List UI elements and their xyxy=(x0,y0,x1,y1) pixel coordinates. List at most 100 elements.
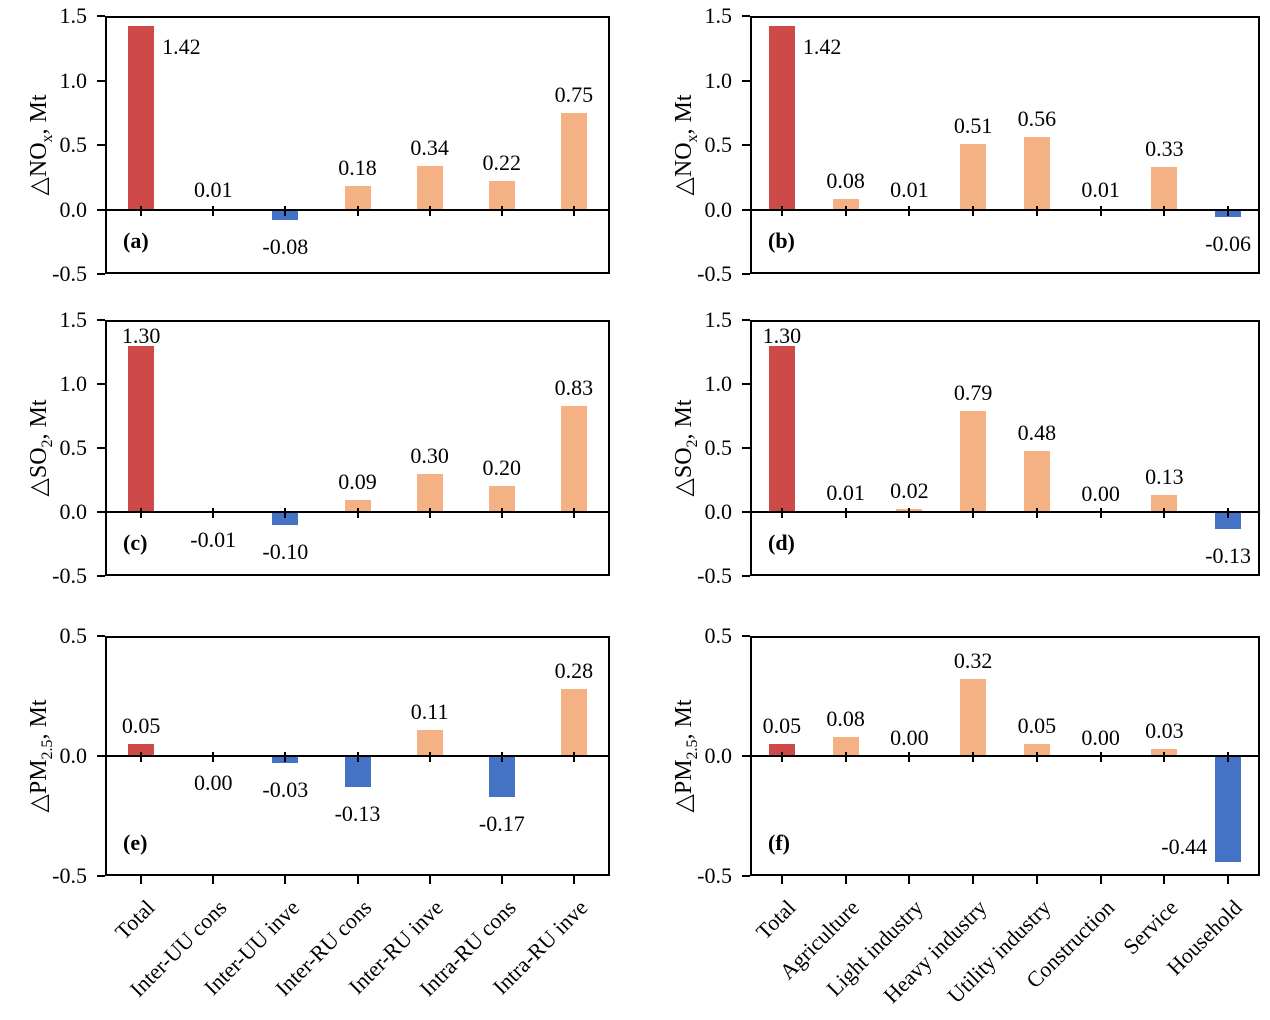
category-tick xyxy=(284,205,287,216)
panel-letter: (a) xyxy=(123,228,149,253)
bar-service xyxy=(1151,166,1178,210)
y-tick-label: 1.0 xyxy=(704,371,733,396)
x-axis-tick xyxy=(1227,876,1230,884)
bar-value-label: 0.05 xyxy=(121,713,161,738)
panel-letter: (e) xyxy=(123,830,148,855)
bar-value-label: 0.79 xyxy=(953,379,993,405)
bar-total xyxy=(128,744,155,756)
bar-inter-uu-inve xyxy=(272,512,299,525)
x-category-label: Total xyxy=(750,894,801,945)
bar-utility-industry xyxy=(1023,450,1050,512)
y-axis-tick xyxy=(97,635,105,637)
category-tick xyxy=(500,508,503,518)
category-tick xyxy=(1227,508,1230,518)
bar-total xyxy=(128,26,155,210)
bar-value-label: 0.83 xyxy=(554,374,594,400)
bar-intra-ru-cons xyxy=(488,486,515,512)
bar-utility-industry xyxy=(1023,137,1050,210)
y-axis-tick xyxy=(97,383,105,385)
category-tick xyxy=(908,752,911,762)
y-tick-label: 0.5 xyxy=(59,435,88,460)
bar-value-label: 0.13 xyxy=(1145,464,1184,490)
y-axis-title: △PM2.5, Mt xyxy=(670,596,701,916)
bar-value-label: -0.03 xyxy=(262,777,309,803)
y-axis-title-text: △SO xyxy=(671,447,697,497)
plot-box xyxy=(750,320,1260,576)
panel-letter: (c) xyxy=(123,530,148,555)
y-axis-tick xyxy=(97,273,105,275)
category-tick xyxy=(356,205,359,216)
y-axis-tick xyxy=(97,208,105,211)
bar-household xyxy=(1215,512,1242,529)
y-axis-tick xyxy=(97,755,105,757)
y-axis-title: △SO2, Mt xyxy=(670,288,701,608)
y-tick-label: 0.0 xyxy=(704,196,733,222)
y-tick-label: 0.0 xyxy=(704,743,733,768)
category-tick xyxy=(140,752,143,762)
x-axis-tick xyxy=(844,876,847,884)
y-axis-title-text: , Mt xyxy=(671,399,697,440)
bar-intra-ru-inve xyxy=(560,112,587,210)
y-axis-tick xyxy=(742,15,750,17)
bar-value-label: 0.08 xyxy=(826,705,865,731)
y-axis-tick xyxy=(97,319,105,321)
panel-letter: (b) xyxy=(768,228,795,253)
y-axis-title: △NOx, Mt xyxy=(25,0,56,305)
category-tick xyxy=(428,752,431,762)
bar-value-label: 0.08 xyxy=(826,168,865,194)
y-tick-label: 1.0 xyxy=(59,67,88,93)
y-axis-title-text: , Mt xyxy=(26,699,52,740)
bar-intra-ru-cons xyxy=(488,181,515,210)
y-axis-tick xyxy=(97,511,105,513)
y-axis-title-text: x xyxy=(683,134,701,143)
category-tick xyxy=(908,205,911,216)
category-tick xyxy=(1035,752,1038,762)
y-axis-tick xyxy=(742,755,750,757)
y-axis-tick xyxy=(97,875,105,877)
x-axis-tick xyxy=(284,876,287,884)
bar-inter-ru-cons xyxy=(344,186,371,210)
x-axis-tick xyxy=(428,876,431,884)
y-axis-title-text: △NO xyxy=(26,142,52,196)
bar-value-label: 1.30 xyxy=(121,323,161,348)
y-axis-tick xyxy=(742,383,750,385)
bar-value-label: 0.01 xyxy=(826,479,865,505)
y-tick-label: 0.5 xyxy=(59,623,88,648)
category-tick xyxy=(908,508,911,518)
category-tick xyxy=(780,508,783,518)
y-axis-title-text: , Mt xyxy=(26,399,52,440)
bar-value-label: 0.51 xyxy=(953,112,993,138)
y-tick-label: -0.5 xyxy=(697,261,732,286)
plot-box xyxy=(105,320,610,576)
category-tick xyxy=(428,205,431,216)
y-axis-title-text: 2.5 xyxy=(683,739,701,760)
category-tick xyxy=(972,205,975,216)
bar-agriculture xyxy=(832,199,859,210)
y-axis-tick xyxy=(742,208,750,211)
category-tick xyxy=(844,205,847,216)
bar-heavy-industry xyxy=(960,143,987,210)
category-tick xyxy=(572,508,575,518)
bar-value-label: -0.17 xyxy=(478,810,525,836)
plot-box xyxy=(105,16,610,274)
category-tick xyxy=(572,205,575,216)
category-tick xyxy=(212,508,215,518)
category-tick xyxy=(1163,205,1166,216)
y-axis-title-text: 2 xyxy=(38,439,56,448)
bar-inter-ru-inve xyxy=(416,473,443,512)
y-tick-label: 0.5 xyxy=(59,132,88,157)
y-axis-title-text: , Mt xyxy=(671,94,697,135)
bar-value-label: 0.01 xyxy=(890,177,929,203)
bar-intra-ru-inve xyxy=(560,405,587,512)
x-axis-tick xyxy=(500,876,503,884)
category-tick xyxy=(844,752,847,762)
bar-value-label: 0.48 xyxy=(1017,419,1057,445)
bar-total xyxy=(768,26,795,210)
bar-service xyxy=(1151,495,1178,512)
y-axis-title-text: x xyxy=(38,134,56,143)
bar-intra-ru-inve xyxy=(560,688,587,756)
bar-heavy-industry xyxy=(960,410,987,512)
zero-axis-line xyxy=(750,208,1260,211)
y-axis-tick xyxy=(742,511,750,513)
